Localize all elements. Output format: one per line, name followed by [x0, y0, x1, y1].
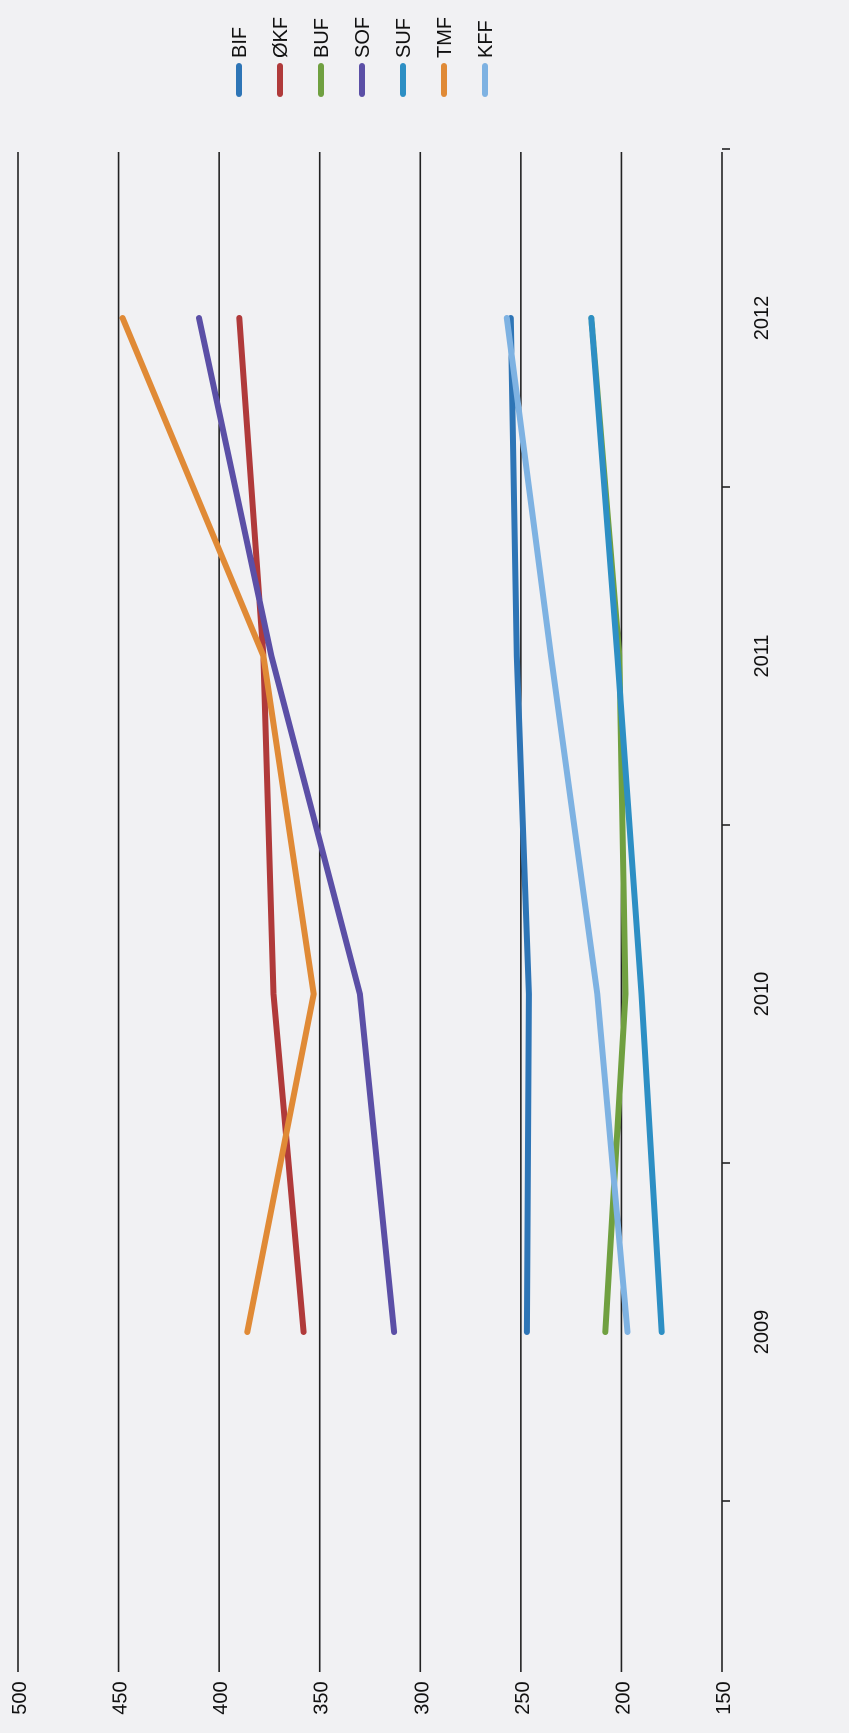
series-line-kff	[503, 315, 631, 1335]
category-tick-label: 2010	[751, 972, 773, 1017]
series-line-tmf	[119, 315, 317, 1335]
legend-label: SOF	[352, 17, 374, 58]
series-line-bif	[507, 315, 532, 1335]
series-lines	[119, 315, 665, 1335]
legend-label: BIF	[229, 27, 251, 58]
category-tick-label: 2009	[751, 1310, 773, 1355]
category-tick-labels: 2009 2010 2011 2012	[751, 296, 773, 1355]
value-axis-tick-labels: 500 450 400 350 300 250 200 150	[9, 1681, 735, 1714]
legend-label: TMF	[434, 17, 456, 58]
legend-label: BUF	[311, 18, 333, 58]
legend: BIF ØKF BUF SOF SUF TMF KFF	[229, 17, 497, 97]
value-tick-label: 200	[612, 1681, 634, 1714]
legend-label: KFF	[475, 20, 497, 58]
category-tick-label: 2011	[751, 634, 773, 677]
value-tick-label: 150	[713, 1681, 735, 1714]
value-tick-label: 350	[311, 1681, 333, 1714]
gridlines	[17, 152, 623, 1672]
category-tick-label: 2012	[751, 296, 773, 341]
category-axis	[721, 148, 730, 1672]
series-line-buf	[588, 315, 629, 1335]
value-tick-label: 400	[210, 1681, 232, 1714]
legend-label: SUF	[393, 18, 415, 58]
value-tick-label: 300	[411, 1681, 433, 1714]
value-tick-label: 450	[110, 1681, 132, 1714]
series-line-suf	[588, 315, 665, 1335]
value-tick-label: 500	[9, 1681, 31, 1714]
series-line-sof	[196, 315, 398, 1335]
value-tick-label: 250	[512, 1681, 534, 1714]
legend-label: ØKF	[270, 17, 292, 58]
series-line-økf	[236, 315, 307, 1335]
